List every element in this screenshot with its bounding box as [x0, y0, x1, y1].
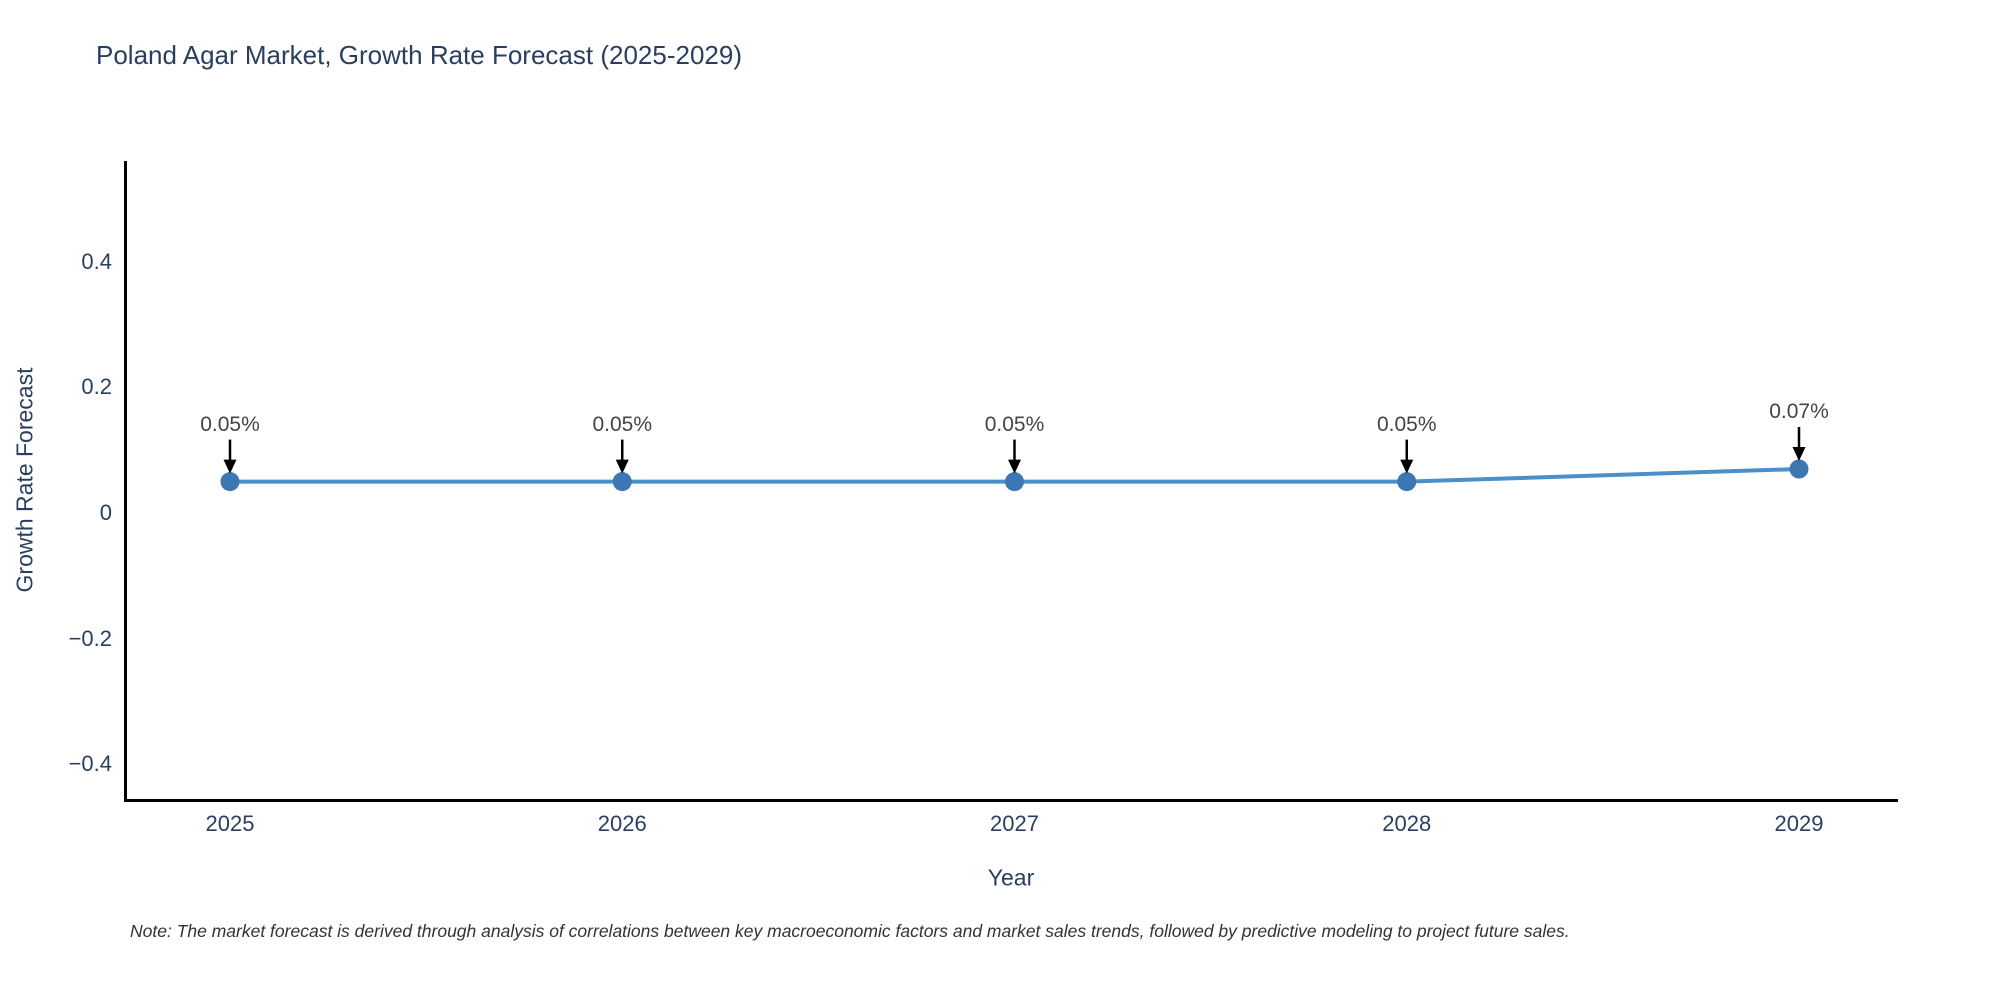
- data-point-label: 0.05%: [592, 412, 653, 436]
- y-tick-label: 0: [99, 500, 112, 525]
- data-point-label: 0.07%: [1769, 400, 1829, 424]
- x-tick-label: 2025: [205, 811, 255, 836]
- x-tick-label: 2027: [990, 811, 1039, 836]
- data-point-label: 0.05%: [200, 412, 260, 436]
- x-axis-title: Year: [987, 864, 1035, 891]
- x-tick-label: 2028: [1382, 811, 1432, 836]
- note-text: Note: The market forecast is derived thr…: [130, 921, 1570, 941]
- data-point-label: 0.05%: [984, 412, 1045, 436]
- y-tick-label: −0.2: [68, 625, 112, 651]
- chart-title: Poland Agar Market, Growth Rate Forecast…: [96, 40, 742, 70]
- y-tick-label: −0.4: [68, 751, 112, 777]
- y-tick-label: 0.4: [81, 248, 112, 274]
- y-axis-title: Growth Rate Forecast: [11, 367, 38, 593]
- x-tick-label: 2029: [1774, 811, 1824, 836]
- y-tick-label: 0.2: [81, 374, 112, 400]
- data-point-label: 0.05%: [1376, 412, 1437, 436]
- plot-area: [124, 161, 1898, 802]
- x-tick-label: 2026: [597, 811, 647, 836]
